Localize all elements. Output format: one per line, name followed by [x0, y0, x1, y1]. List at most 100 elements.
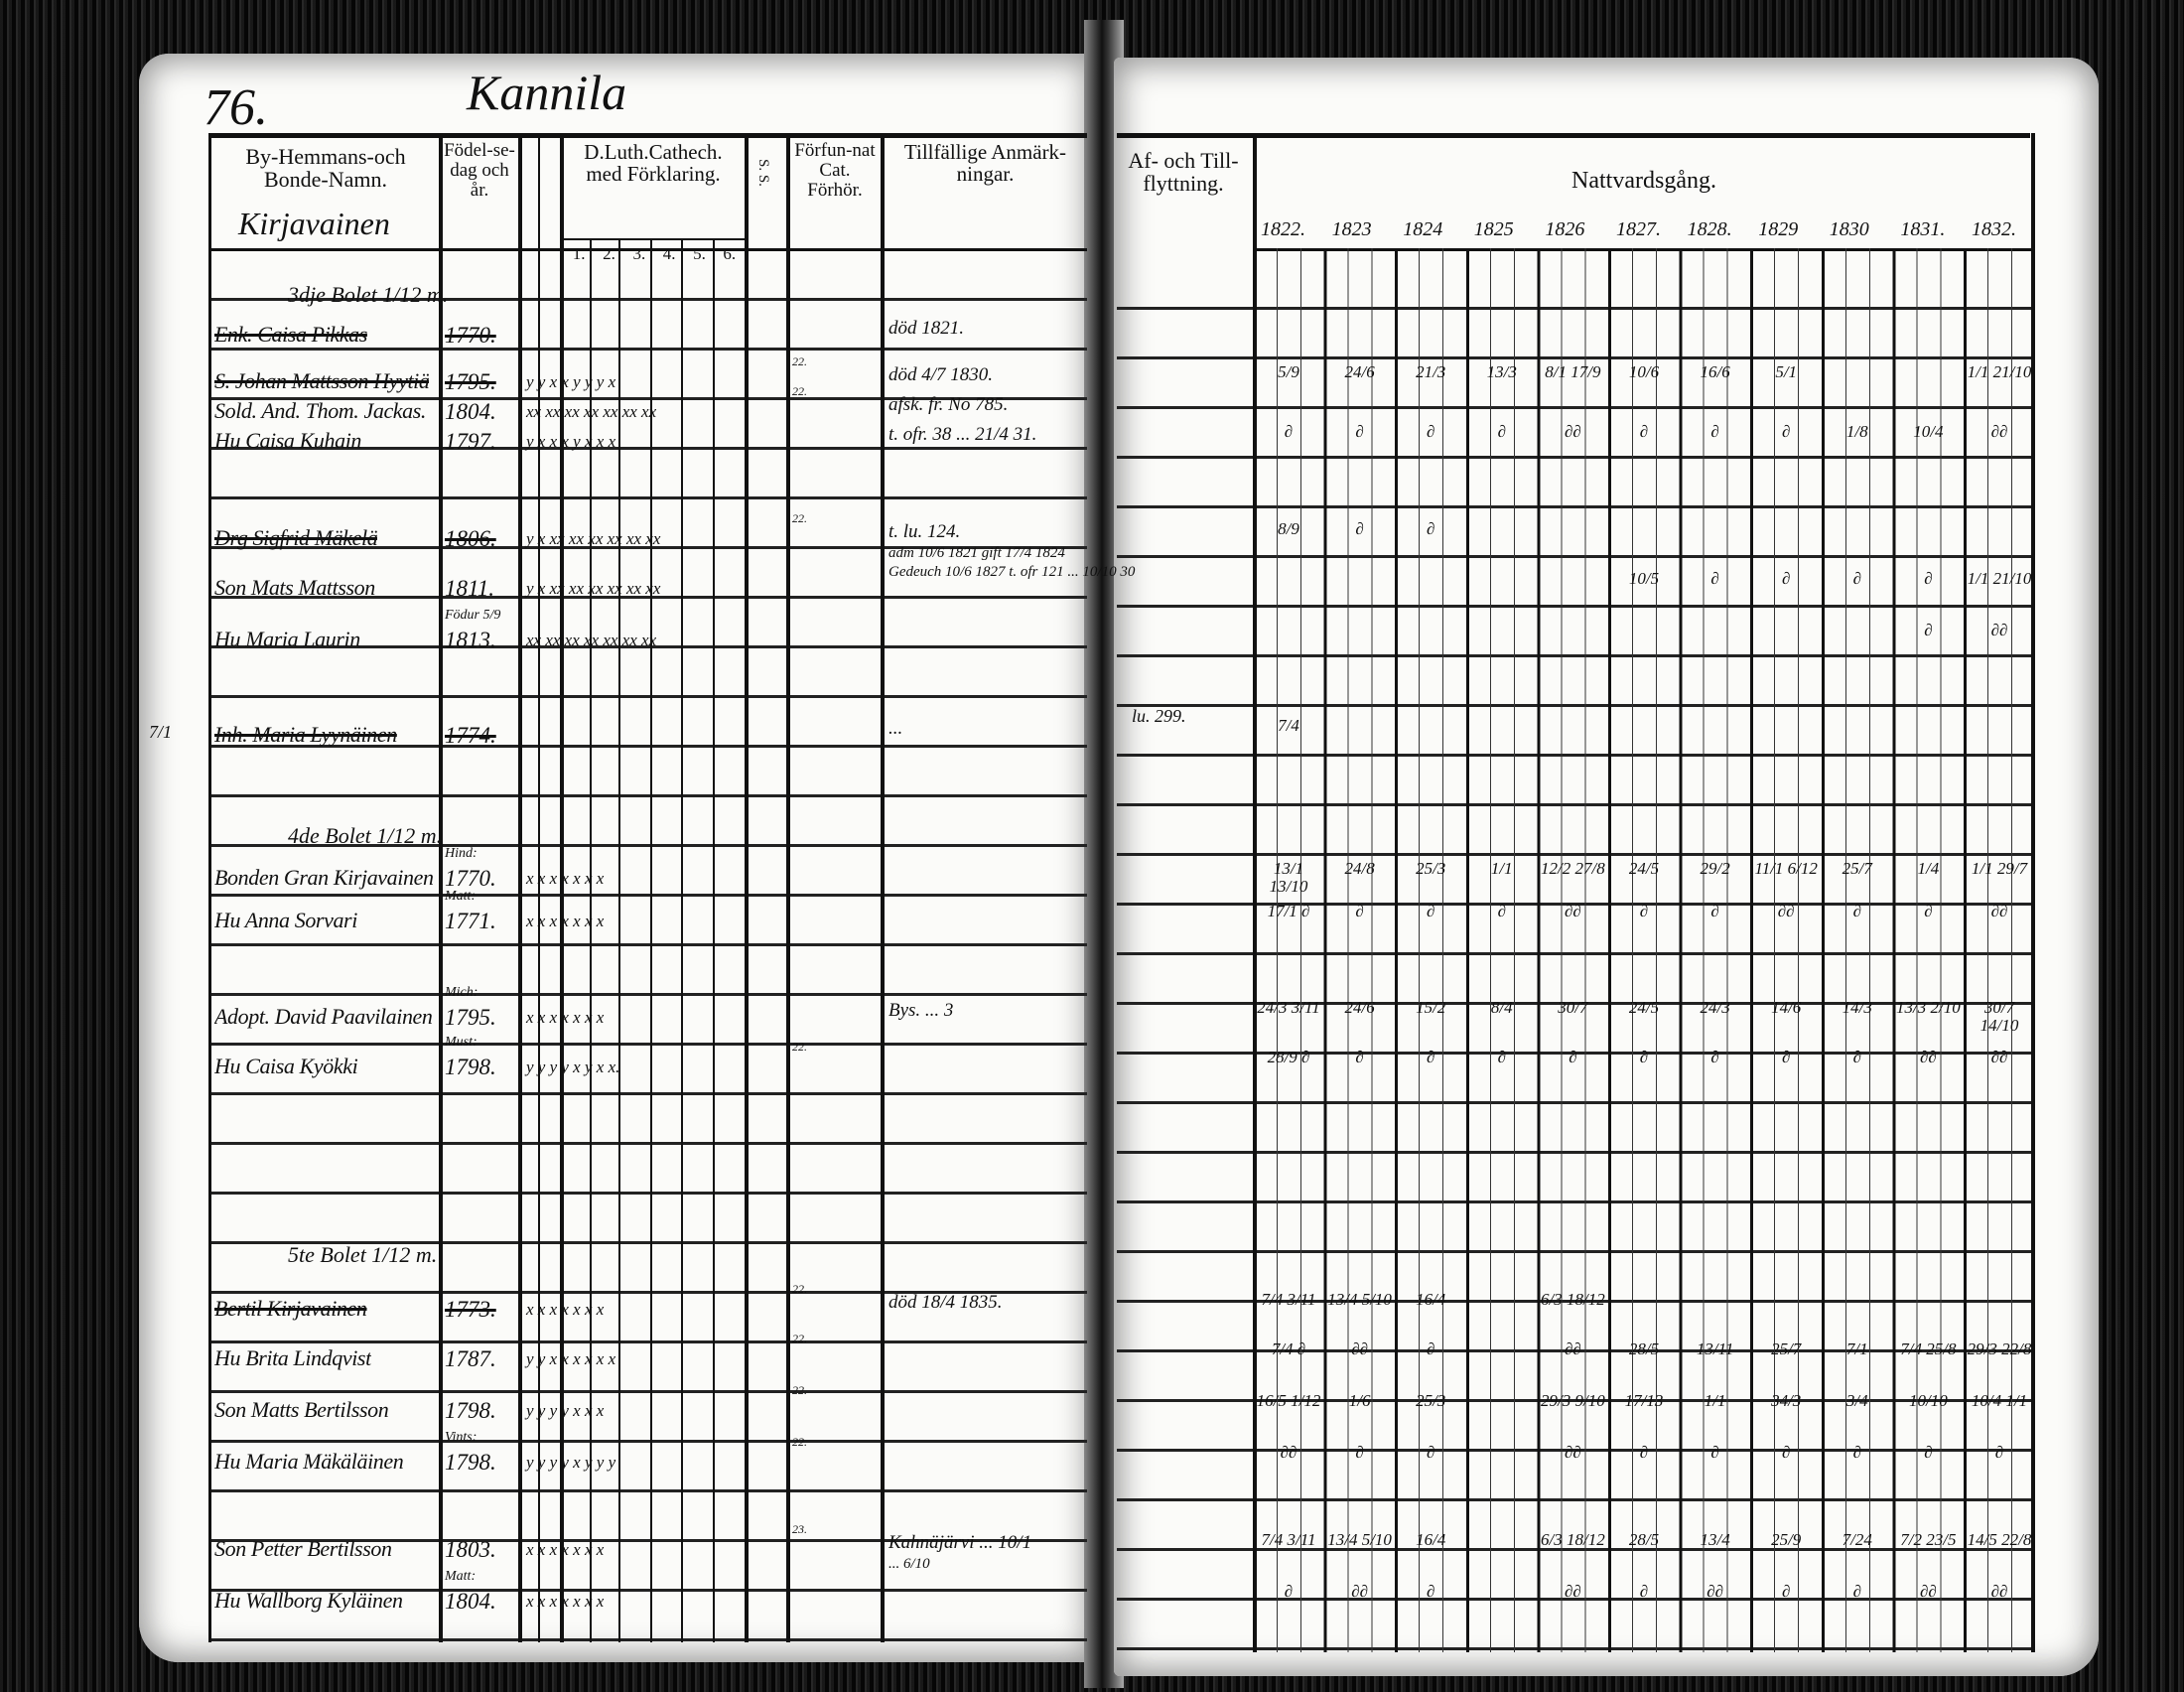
person-name: Bertil Kirjavainen — [214, 1297, 367, 1321]
communion-entry: ∂ — [1639, 902, 1649, 920]
communion-entry: 15/2 — [1416, 998, 1446, 1017]
birth-year: 1771. — [445, 909, 496, 933]
communion-entry: ∂ — [1426, 1048, 1435, 1066]
person-name: S. Johan Mattsson Hyytiä — [214, 369, 430, 393]
section-heading: 4de Bolet 1/12 m. — [288, 823, 443, 848]
year-header: 1827. — [1616, 218, 1661, 240]
communion-entry: 24/5 — [1628, 859, 1660, 878]
catechism-marks: x x x x x x x — [526, 1008, 605, 1027]
part-2: 2. — [603, 244, 615, 263]
communion-entry: 10/4 1/1 — [1971, 1391, 2028, 1410]
part-5: 5. — [693, 244, 706, 263]
remark: Bys. ... 3 — [888, 1001, 954, 1021]
column-rule — [713, 238, 715, 1642]
communion-entry: ∂ — [1710, 569, 1719, 588]
communion-entry: ∂ — [1426, 1340, 1435, 1358]
remark: ... 6/10 — [888, 1556, 930, 1572]
year-header: 1824 — [1403, 218, 1443, 240]
communion-entry: 7/4 — [1278, 716, 1299, 735]
communion-entry: 25/3 — [1416, 1391, 1446, 1410]
column-rule — [881, 133, 885, 1642]
birth-year: 1803. — [445, 1537, 496, 1562]
communion-entry: 13/4 — [1700, 1530, 1730, 1549]
person-name: Sold. And. Thom. Jackas. — [214, 399, 427, 423]
communion-entry: ∂ — [1497, 422, 1506, 441]
communion-entry: 8/4 — [1490, 998, 1513, 1017]
communion-entry: 14/6 — [1771, 998, 1802, 1017]
column-rule — [650, 238, 652, 1642]
birth-year: 1774. — [445, 723, 496, 748]
catechism-marks: y x xx xx xx xx xx xx — [526, 579, 661, 598]
communion-entry: 28/5 — [1628, 1530, 1660, 1549]
communion-entry: ∂∂ — [1919, 1048, 1937, 1066]
communion-entry: ∂ — [1639, 1582, 1649, 1601]
communion-entry: ∂ — [1924, 902, 1933, 920]
communion-entry: 10/4 — [1913, 422, 1944, 441]
communion-entry: 24/3 — [1700, 998, 1730, 1017]
communion-entry: ∂ — [1710, 1048, 1719, 1066]
communion-entry: 12/2 27/8 — [1541, 859, 1605, 878]
margin-note: 7/1 — [149, 722, 173, 742]
communion-entry: ∂ — [1710, 902, 1719, 920]
communion-entry: 29/2 — [1700, 859, 1730, 878]
header-forfunnat: Förfun-nat Cat. Förhör. — [794, 140, 876, 201]
year-header: 1828. — [1687, 218, 1732, 240]
communion-entry: ∂ — [1426, 519, 1435, 538]
page-number: 76. — [204, 79, 268, 136]
communion-entry: 29/3 22/8 — [1967, 1340, 2032, 1358]
communion-entry: ∂ — [1355, 1443, 1364, 1462]
communion-entry: 8/9 — [1278, 519, 1299, 538]
catechism-marks: y y x x x x x x — [526, 1349, 616, 1368]
catechism-marks: y y x x y y y x — [526, 372, 616, 391]
section-heading: 5te Bolet 1/12 m. — [288, 1242, 438, 1267]
person-name: Hu Wallborg Kyläinen — [214, 1589, 403, 1613]
forfunnat-mark: 22. — [792, 1040, 807, 1054]
communion-entry: ∂ — [1355, 422, 1364, 441]
communion-entry: ∂∂ — [1990, 422, 2008, 441]
column-rule — [538, 133, 540, 1642]
birth-year: 1798. — [445, 1450, 496, 1475]
communion-entry: 10/5 — [1628, 569, 1660, 588]
communion-entry: 7/4 25/8 — [1900, 1340, 1957, 1358]
communion-entry: 16/5 1/12 — [1256, 1391, 1321, 1410]
communion-entry: 13/1 13/10 — [1269, 859, 1308, 896]
remark: död 18/4 1835. — [888, 1293, 1003, 1313]
column-rule — [590, 238, 592, 1642]
remark: död 4/7 1830. — [888, 365, 994, 385]
communion-entry: ∂ — [1781, 1443, 1791, 1462]
communion-entry: 1/1 29/7 — [1971, 859, 2028, 878]
year-header: 1831. — [1900, 218, 1946, 240]
column-rule — [439, 133, 443, 1642]
remark: t. ofr. 38 ... 21/4 31. — [888, 425, 1037, 445]
communion-entry: ∂ — [1639, 1443, 1649, 1462]
forfunnat-mark: 22. — [792, 511, 807, 525]
moving-note: lu. 299. — [1132, 706, 1186, 726]
column-rule — [560, 133, 564, 1642]
catechism-marks: x x x x x x x — [526, 912, 605, 930]
communion-entry: 13/3 2/10 — [1896, 998, 1961, 1017]
person-name: Son Mats Mattsson — [214, 576, 375, 600]
communion-entry: ∂ — [1994, 1443, 2004, 1462]
communion-entry: ∂ — [1355, 902, 1364, 920]
communion-entry: 28/9 ∂ — [1267, 1048, 1310, 1066]
communion-entry: 16/4 — [1416, 1530, 1446, 1549]
remark: ... — [888, 719, 903, 739]
remark: död 1821. — [888, 319, 964, 339]
year-header: 1832. — [1972, 218, 2016, 240]
part-1: 1. — [572, 244, 586, 263]
communion-entry: 13/4 5/10 — [1327, 1530, 1392, 1549]
communion-entry: ∂ — [1426, 422, 1435, 441]
birth-date: Matt: — [445, 889, 477, 904]
communion-entry: 5/1 — [1775, 362, 1798, 381]
communion-entry: ∂ — [1569, 1048, 1577, 1066]
communion-entry: 24/5 — [1628, 998, 1660, 1017]
column-rule — [745, 133, 749, 1642]
communion-entry: 30/7 14/10 — [1979, 998, 2019, 1035]
communion-entry: 7/4 3/11 — [1261, 1290, 1316, 1309]
communion-entry: 16/4 — [1416, 1290, 1446, 1309]
birth-year: 1811. — [445, 576, 495, 601]
communion-entry: 1/1 — [1490, 859, 1513, 878]
communion-entry: ∂ — [1781, 1048, 1791, 1066]
header-name: By-Hemmans-och Bonde-Namn. — [245, 144, 406, 193]
communion-entry: ∂ — [1639, 1048, 1649, 1066]
